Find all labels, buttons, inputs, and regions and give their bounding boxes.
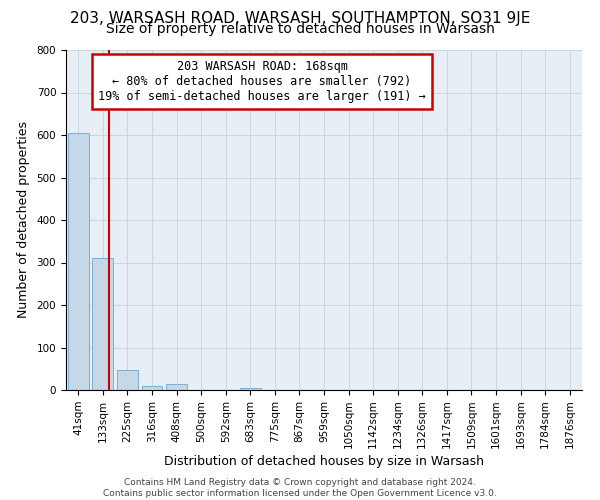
X-axis label: Distribution of detached houses by size in Warsash: Distribution of detached houses by size …	[164, 456, 484, 468]
Bar	[92, 258, 113, 390]
Bar	[142, 386, 163, 390]
Bar	[68, 133, 89, 390]
Bar	[117, 370, 138, 390]
Text: Contains HM Land Registry data © Crown copyright and database right 2024.
Contai: Contains HM Land Registry data © Crown c…	[103, 478, 497, 498]
Bar	[240, 388, 261, 390]
Text: Size of property relative to detached houses in Warsash: Size of property relative to detached ho…	[106, 22, 494, 36]
Text: 203 WARSASH ROAD: 168sqm
← 80% of detached houses are smaller (792)
19% of semi-: 203 WARSASH ROAD: 168sqm ← 80% of detach…	[98, 60, 426, 103]
Bar	[166, 384, 187, 390]
Y-axis label: Number of detached properties: Number of detached properties	[17, 122, 30, 318]
Text: 203, WARSASH ROAD, WARSASH, SOUTHAMPTON, SO31 9JE: 203, WARSASH ROAD, WARSASH, SOUTHAMPTON,…	[70, 11, 530, 26]
